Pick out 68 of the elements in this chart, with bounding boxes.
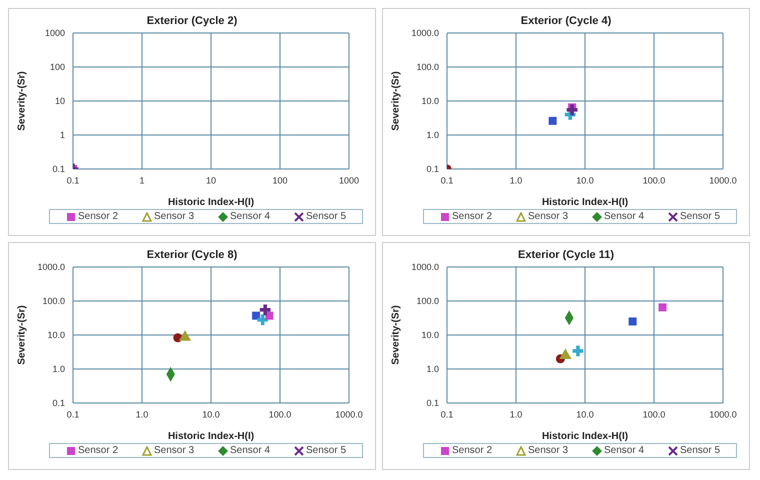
y-tick-label: 1 bbox=[60, 130, 65, 140]
legend-label: Sensor 4 bbox=[602, 445, 644, 456]
y-tick-label: 1000.0 bbox=[411, 262, 439, 272]
x-tick-label: 10.0 bbox=[576, 409, 594, 420]
legend-label: Sensor 2 bbox=[76, 445, 118, 456]
y-tick-label: 100.0 bbox=[416, 296, 439, 306]
legend-label: Sensor 2 bbox=[450, 211, 492, 222]
legend-label: Sensor 3 bbox=[526, 211, 568, 222]
x-axis-title: Historic Index-H(I) bbox=[542, 431, 628, 442]
legend-label: Sensor 4 bbox=[228, 211, 270, 222]
x-tick-label: 10 bbox=[206, 175, 216, 186]
y-tick-label: 0.1 bbox=[52, 164, 65, 174]
legend-label: Sensor 4 bbox=[602, 211, 644, 222]
legend-label: Sensor 5 bbox=[678, 211, 720, 222]
y-axis-title: Severity-(Sr) bbox=[390, 71, 402, 131]
y-axis-title: Severity-(Sr) bbox=[390, 305, 402, 365]
x-tick-label: 1000.0 bbox=[709, 409, 737, 420]
y-axis-title: Severity-(Sr) bbox=[16, 305, 28, 365]
x-tick-label: 10.0 bbox=[576, 175, 594, 186]
x-tick-label: 100 bbox=[272, 175, 288, 186]
legend-label: Sensor 4 bbox=[228, 445, 270, 456]
chart-title: Exterior (Cycle 8) bbox=[146, 249, 238, 261]
x-tick-label: 0.1 bbox=[440, 175, 454, 186]
x-tick-label: 0.1 bbox=[66, 175, 80, 186]
y-tick-label: 1000 bbox=[44, 28, 65, 38]
y-tick-label: 0.1 bbox=[52, 398, 65, 408]
legend-label: Sensor 3 bbox=[152, 211, 194, 222]
y-tick-label: 10.0 bbox=[47, 330, 65, 340]
y-tick-label: 0.1 bbox=[426, 398, 439, 408]
x-axis-title: Historic Index-H(I) bbox=[168, 197, 254, 208]
x-tick-label: 1000.0 bbox=[335, 409, 363, 420]
x-tick-label: 100.0 bbox=[268, 409, 292, 420]
x-tick-label: 1000.0 bbox=[709, 175, 737, 186]
legend-label: Sensor 2 bbox=[76, 211, 118, 222]
x-tick-label: 10.0 bbox=[202, 409, 220, 420]
x-tick-label: 100.0 bbox=[642, 409, 666, 420]
y-tick-label: 1.0 bbox=[426, 364, 439, 374]
x-axis-title: Historic Index-H(I) bbox=[542, 197, 628, 208]
x-tick-label: 1.0 bbox=[510, 409, 522, 420]
chart-title: Exterior (Cycle 4) bbox=[520, 15, 612, 27]
y-tick-label: 10.0 bbox=[421, 330, 439, 340]
x-tick-label: 1.0 bbox=[136, 409, 148, 420]
x-tick-label: 100.0 bbox=[642, 175, 666, 186]
x-tick-label: 1 bbox=[139, 175, 145, 186]
y-tick-label: 100.0 bbox=[416, 62, 439, 72]
x-tick-label: 1000 bbox=[338, 175, 360, 186]
y-tick-label: 100 bbox=[50, 62, 65, 72]
y-tick-label: 0.1 bbox=[426, 164, 439, 174]
y-tick-label: 1.0 bbox=[52, 364, 65, 374]
chart-title: Exterior (Cycle 2) bbox=[146, 15, 238, 27]
legend-label: Sensor 3 bbox=[526, 445, 568, 456]
y-tick-label: 1000.0 bbox=[37, 262, 65, 272]
x-tick-label: 0.1 bbox=[440, 409, 454, 420]
legend-label: Sensor 5 bbox=[304, 445, 346, 456]
y-axis-title: Severity-(Sr) bbox=[16, 71, 28, 131]
legend-label: Sensor 5 bbox=[304, 211, 346, 222]
legend-label: Sensor 5 bbox=[678, 445, 720, 456]
legend-label: Sensor 3 bbox=[152, 445, 194, 456]
x-axis-title: Historic Index-H(I) bbox=[168, 431, 254, 442]
x-tick-label: 1.0 bbox=[510, 175, 522, 186]
legend-label: Sensor 2 bbox=[450, 445, 492, 456]
y-tick-label: 100.0 bbox=[42, 296, 65, 306]
y-tick-label: 1000.0 bbox=[411, 28, 439, 38]
y-tick-label: 1.0 bbox=[426, 130, 439, 140]
x-tick-label: 0.1 bbox=[66, 409, 80, 420]
y-tick-label: 10.0 bbox=[421, 96, 439, 106]
chart-title: Exterior (Cycle 11) bbox=[517, 249, 615, 261]
y-tick-label: 10 bbox=[54, 96, 65, 106]
